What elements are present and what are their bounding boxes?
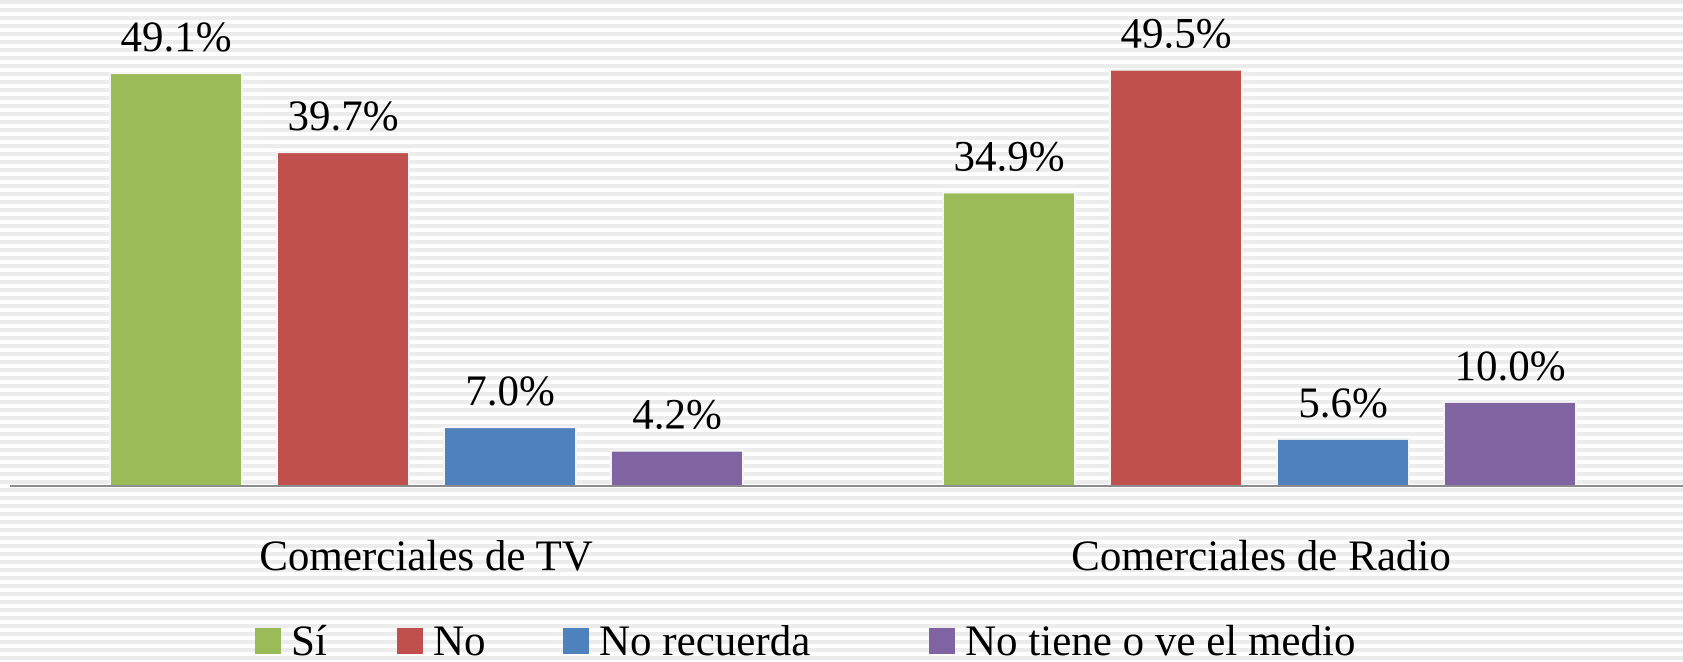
legend-label: No: [433, 618, 486, 662]
bar: [1276, 437, 1410, 487]
x-tick-label: Comerciales de TV: [259, 533, 593, 580]
data-label: 10.0%: [1454, 343, 1565, 390]
data-label: 4.2%: [632, 392, 722, 439]
data-label: 7.0%: [465, 368, 555, 415]
legend-swatch: [563, 628, 589, 654]
bar: [109, 72, 243, 487]
legend-label: No recuerda: [599, 618, 810, 662]
x-tick-label: Comerciales de Radio: [1071, 533, 1451, 580]
data-label: 49.1%: [120, 14, 231, 61]
bar: [1109, 68, 1243, 488]
legend-swatch: [255, 628, 281, 654]
bar: [1443, 400, 1577, 487]
legend-label: Sí: [291, 618, 327, 662]
bar: [276, 151, 410, 488]
legend-label: No tiene o ve el medio: [965, 618, 1355, 662]
data-label: 49.5%: [1120, 11, 1231, 58]
legend-swatch: [397, 628, 423, 654]
data-label: 34.9%: [953, 133, 1064, 180]
bar: [942, 191, 1076, 487]
bar: [610, 449, 744, 488]
data-label: 39.7%: [287, 93, 398, 140]
data-label: 5.6%: [1298, 380, 1388, 427]
bar: [443, 426, 577, 488]
legend-swatch: [929, 628, 955, 654]
